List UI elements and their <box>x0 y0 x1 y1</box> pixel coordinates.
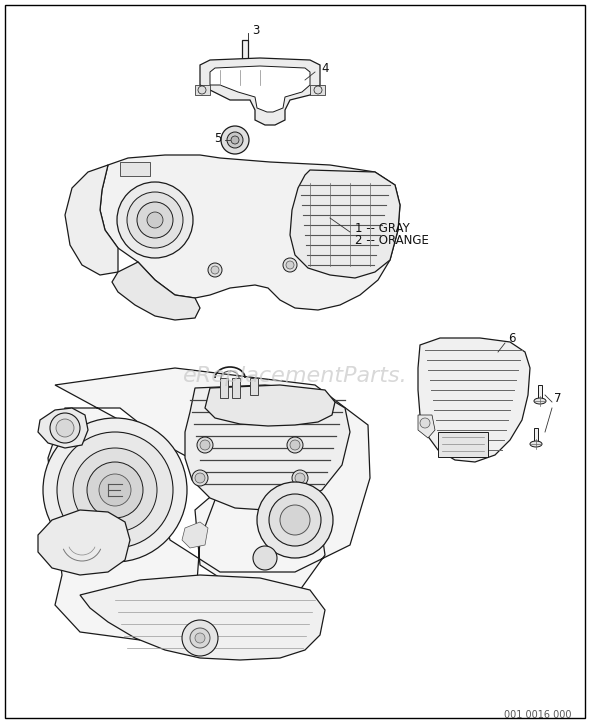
Polygon shape <box>38 408 88 448</box>
Circle shape <box>137 202 173 238</box>
Text: 2 -- ORANGE: 2 -- ORANGE <box>355 234 429 247</box>
Circle shape <box>221 126 249 154</box>
Circle shape <box>200 440 210 450</box>
Text: 1 -- GRAY: 1 -- GRAY <box>355 221 409 234</box>
Circle shape <box>292 470 308 486</box>
Text: 7: 7 <box>554 391 562 404</box>
Polygon shape <box>290 170 400 278</box>
Polygon shape <box>210 66 310 112</box>
Ellipse shape <box>534 398 546 404</box>
Polygon shape <box>418 415 435 438</box>
Text: 3: 3 <box>253 24 260 36</box>
Polygon shape <box>65 165 118 275</box>
Circle shape <box>195 473 205 483</box>
Polygon shape <box>200 58 320 125</box>
Circle shape <box>57 432 173 548</box>
Circle shape <box>227 132 243 148</box>
Circle shape <box>87 462 143 518</box>
Polygon shape <box>195 85 210 95</box>
Circle shape <box>43 418 187 562</box>
Polygon shape <box>534 428 538 444</box>
Text: eReplacementParts.: eReplacementParts. <box>183 366 407 386</box>
Polygon shape <box>38 510 130 575</box>
Circle shape <box>295 473 305 483</box>
Circle shape <box>286 261 294 269</box>
Polygon shape <box>236 60 254 70</box>
Circle shape <box>257 482 333 558</box>
Text: 001 0016 000: 001 0016 000 <box>504 710 572 720</box>
Polygon shape <box>112 262 200 320</box>
Circle shape <box>280 505 310 535</box>
Circle shape <box>197 437 213 453</box>
Text: 6: 6 <box>508 332 516 344</box>
Polygon shape <box>185 385 350 510</box>
Polygon shape <box>80 575 325 660</box>
Circle shape <box>269 494 321 546</box>
Circle shape <box>253 546 277 570</box>
Polygon shape <box>538 385 542 401</box>
Text: 5: 5 <box>214 132 222 145</box>
Circle shape <box>208 263 222 277</box>
Ellipse shape <box>530 441 542 447</box>
Circle shape <box>290 440 300 450</box>
Polygon shape <box>100 155 400 310</box>
Polygon shape <box>418 338 530 462</box>
Circle shape <box>117 182 193 258</box>
Text: 4: 4 <box>321 61 329 74</box>
Polygon shape <box>242 40 248 60</box>
Bar <box>438 432 488 457</box>
Circle shape <box>198 86 206 94</box>
Circle shape <box>283 258 297 272</box>
Circle shape <box>192 470 208 486</box>
Polygon shape <box>205 385 335 426</box>
Bar <box>120 162 150 176</box>
Circle shape <box>182 620 218 656</box>
Circle shape <box>99 474 131 506</box>
Polygon shape <box>48 368 370 640</box>
Polygon shape <box>250 378 258 395</box>
Circle shape <box>190 628 210 648</box>
Polygon shape <box>232 378 240 398</box>
Circle shape <box>231 136 239 144</box>
Polygon shape <box>220 378 228 398</box>
Circle shape <box>420 418 430 428</box>
Polygon shape <box>310 85 325 95</box>
Circle shape <box>56 419 74 437</box>
Circle shape <box>287 437 303 453</box>
Polygon shape <box>182 522 208 548</box>
Circle shape <box>147 212 163 228</box>
Circle shape <box>211 266 219 274</box>
Circle shape <box>195 633 205 643</box>
Circle shape <box>314 86 322 94</box>
Circle shape <box>127 192 183 248</box>
Circle shape <box>50 413 80 443</box>
Circle shape <box>73 448 157 532</box>
